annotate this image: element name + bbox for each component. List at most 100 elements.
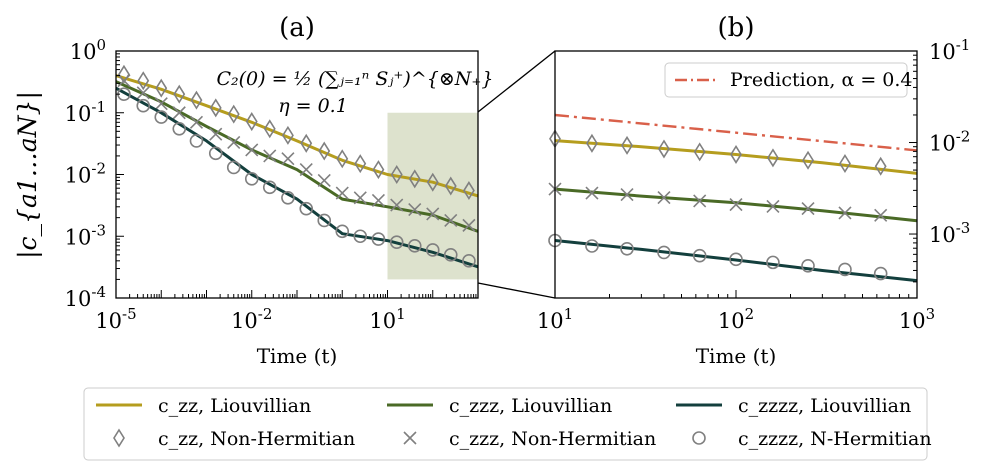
legend-entry: c_zz, Non-Hermitian xyxy=(113,428,355,450)
zoom-connector xyxy=(477,50,556,299)
panel-a-marker-x xyxy=(245,143,259,157)
legend-swatch-marker xyxy=(692,431,706,445)
panel-a-marker-circle xyxy=(154,110,169,124)
panel-b-xtick-label: 101 xyxy=(537,305,573,333)
panel-a-marker-x xyxy=(281,152,295,166)
legend-label: c_zz, Non-Hermitian xyxy=(158,428,355,450)
panel-a-marker-circle xyxy=(425,243,440,257)
panel-b-marker-diamond xyxy=(586,133,598,153)
legend-label: c_zzz, Liouvillian xyxy=(449,395,612,417)
panel-b-markers-zzzz xyxy=(548,233,888,281)
panel-a-marker-diamond xyxy=(354,154,367,174)
panel-a-marker-circle xyxy=(226,160,241,175)
panel-a-xtick-label: 10-2 xyxy=(231,305,272,333)
panel-a-marker-x xyxy=(335,186,349,200)
panel-b-marker-diamond xyxy=(730,144,742,164)
panel-b-line-zzzz xyxy=(554,239,918,283)
panel-a-marker-diamond xyxy=(462,181,475,201)
panel-a-markers-zz xyxy=(118,64,475,201)
panel-a-line-zzzz xyxy=(115,86,479,269)
panel-a-marker-circle xyxy=(299,201,314,216)
panel-a-marker-x xyxy=(426,207,440,221)
panel-a-marker-circle xyxy=(172,121,187,136)
panel-b-marker-x xyxy=(729,197,743,212)
legend-label: c_zzzz, Liouvillian xyxy=(738,395,911,417)
panel-a-marker-diamond xyxy=(173,84,186,104)
panel-a-marker-x xyxy=(299,163,313,177)
panel-a-marker-circle xyxy=(335,224,350,239)
panel-a-marker-diamond xyxy=(408,169,421,189)
panel-a-marker-circle xyxy=(353,229,368,244)
legend-entry: c_zzzz, N-Hermitian xyxy=(692,428,932,450)
legend-entry: c_zzz, Non-Hermitian xyxy=(403,428,656,450)
panel-a-marker-circle xyxy=(208,146,223,161)
panel-b-marker-x xyxy=(801,201,815,216)
zoom-connector-bottom xyxy=(477,282,556,299)
panel-b-marker-diamond xyxy=(874,156,887,176)
panel-b: 101 102 103 10-1 10-2 10-3 (b) Time (t) Predi… xyxy=(537,13,971,368)
panel-a-ytick-label: 10-4 xyxy=(65,283,106,311)
panel-b-series xyxy=(548,113,918,283)
panel-a-ytick-label: 100 xyxy=(70,36,106,64)
panel-a-marker-circle xyxy=(262,180,277,195)
panel-b-marker-diamond xyxy=(767,148,779,168)
annotation-line2: η = 0.1 xyxy=(278,95,348,117)
panel-a-marker-x xyxy=(209,127,223,141)
panel-a-marker-circle xyxy=(244,172,259,186)
panel-a-ytick-label: 10-3 xyxy=(65,221,106,249)
panel-b-marker-x xyxy=(585,186,599,200)
panel-b-line-zz xyxy=(554,139,918,175)
panel-a-marker-diamond xyxy=(426,172,439,192)
panel-a: 10-5 10-2 101 100 10-1 10-2 10-3 10-4 (a) C₂(0)… xyxy=(13,13,494,368)
panel-a-marker-x xyxy=(371,193,385,208)
panel-b-marker-diamond xyxy=(621,135,633,155)
legend-label: c_zz, Liouvillian xyxy=(158,395,311,417)
panel-b-marker-circle xyxy=(692,248,707,263)
panel-a-ytick-label: 10-2 xyxy=(65,160,106,188)
panel-a-markers-zzzz xyxy=(117,87,476,268)
panel-a-marker-diamond xyxy=(390,164,403,185)
panel-b-ytick-label: 10-2 xyxy=(929,128,970,156)
panel-a-marker-diamond xyxy=(444,176,457,196)
panel-a-marker-x xyxy=(154,97,168,111)
legend-swatch-marker xyxy=(403,431,417,445)
prediction-legend-label: Prediction, α = 0.4 xyxy=(730,69,913,91)
panel-b-marker-diamond xyxy=(693,142,706,162)
prediction-legend: Prediction, α = 0.4 xyxy=(664,62,913,98)
panel-b-marker-circle xyxy=(620,241,634,256)
panel-b-marker-diamond xyxy=(802,150,814,170)
panel-b-marker-circle xyxy=(766,255,780,270)
legend-swatch-marker xyxy=(113,428,125,448)
panel-a-marker-x xyxy=(227,135,241,150)
panel-b-marker-x xyxy=(620,187,634,202)
panel-a-marker-diamond xyxy=(209,98,222,118)
panel-a-marker-x xyxy=(136,86,150,100)
panel-a-markers-zzz xyxy=(117,74,476,232)
panel-a-marker-x xyxy=(462,218,476,232)
legend-entry: c_zzzz, Liouvillian xyxy=(676,395,911,417)
panel-a-marker-diamond xyxy=(318,141,331,161)
panel-a-marker-diamond xyxy=(118,64,130,84)
zoom-connector-top xyxy=(477,50,556,113)
panel-a-marker-circle xyxy=(317,213,332,228)
panel-a-marker-x xyxy=(117,74,131,88)
panel-a-marker-circle xyxy=(189,134,204,148)
legend-label: c_zzz, Non-Hermitian xyxy=(449,428,656,450)
panel-a-marker-x xyxy=(390,198,404,212)
panel-b-marker-x xyxy=(693,194,707,208)
panel-a-marker-x xyxy=(444,213,458,228)
y-axis-label: |c_{a1…aN}| xyxy=(13,91,43,259)
panel-a-marker-circle xyxy=(443,248,458,262)
panel-a-marker-diamond xyxy=(137,71,150,91)
panel-a-marker-diamond xyxy=(245,112,258,132)
panel-b-markers-zz xyxy=(549,129,887,176)
panel-b-xtick-label: 103 xyxy=(899,305,935,333)
panel-a-series xyxy=(115,64,479,269)
panel-b-marker-circle xyxy=(838,262,852,277)
panel-b-marker-x xyxy=(838,206,852,220)
legend-items: c_zz, Liouvillian c_zz, Non-Hermitian c_zz… xyxy=(96,395,932,450)
panel-a-label: (a) xyxy=(279,13,315,43)
panel-b-marker-x xyxy=(657,191,671,205)
annotation-line1: C₂(0) = ½ (∑ⱼ₌₁ⁿ Sⱼ⁺)^{⊗N₊} xyxy=(216,68,493,90)
panel-b-ytick-label: 10-3 xyxy=(929,219,970,247)
